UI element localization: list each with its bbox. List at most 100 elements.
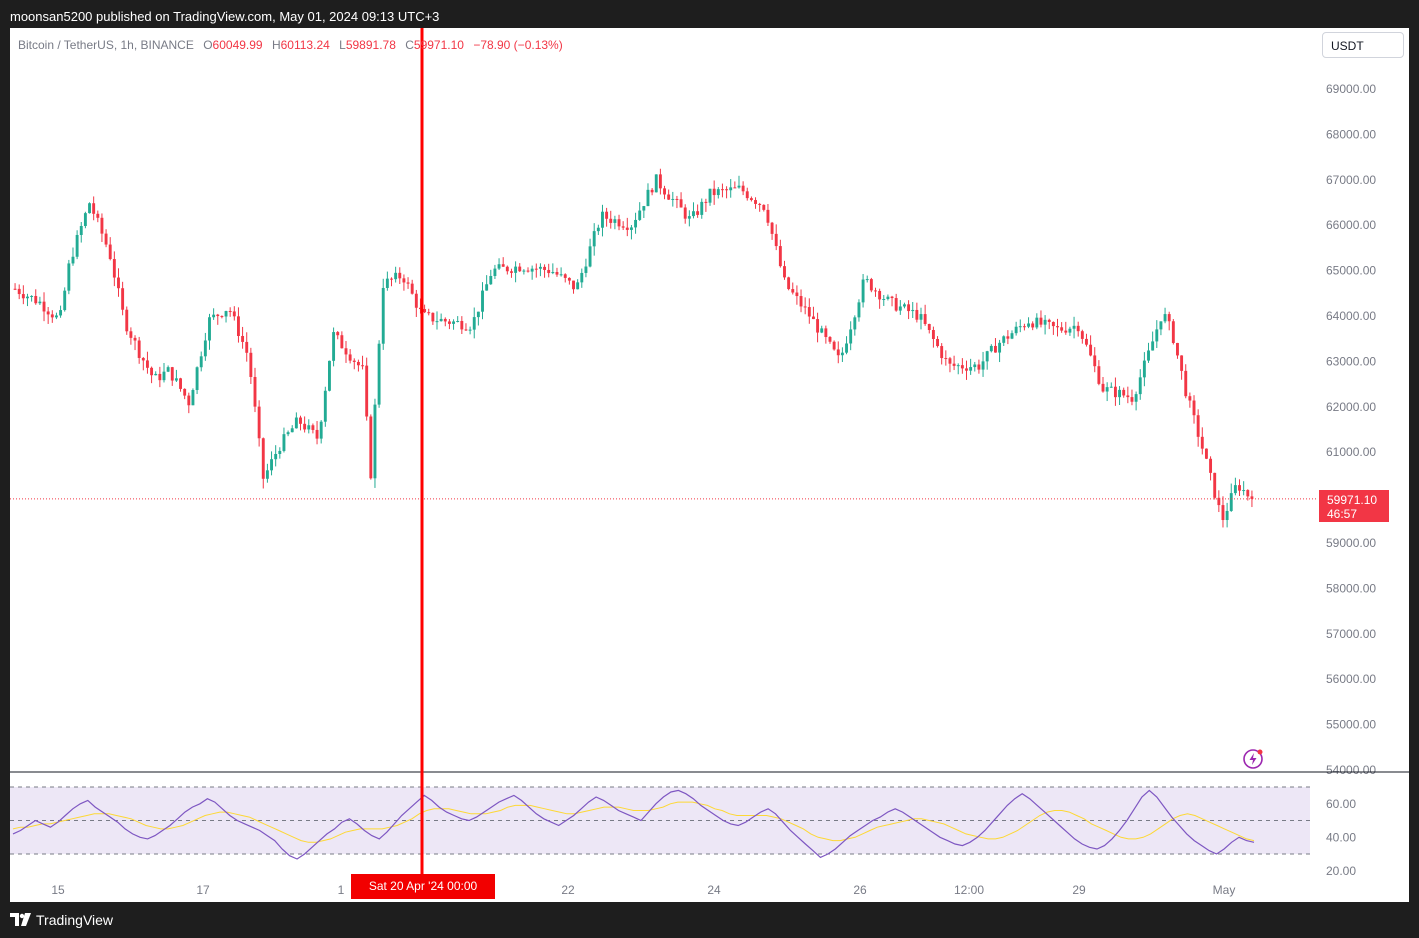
candle-body xyxy=(853,317,857,330)
candle-body xyxy=(1093,355,1097,367)
candle xyxy=(857,299,861,322)
candle-body xyxy=(75,234,79,257)
candle-body xyxy=(1159,321,1163,330)
candle-body xyxy=(443,318,447,322)
candle xyxy=(923,304,927,326)
candle-body xyxy=(977,364,981,370)
rsi-axis-tick: 40.00 xyxy=(1326,830,1356,844)
candle-body xyxy=(1184,370,1188,397)
candle-body xyxy=(994,345,997,353)
candle-body xyxy=(807,307,811,317)
candle xyxy=(203,332,207,361)
candle xyxy=(187,392,191,414)
candle-body xyxy=(493,268,497,276)
candle xyxy=(112,251,116,287)
candle xyxy=(191,388,195,406)
candle xyxy=(1010,330,1014,340)
candle xyxy=(625,217,629,237)
candle-body xyxy=(191,390,195,406)
candle xyxy=(423,304,427,314)
candle xyxy=(514,261,518,283)
candle xyxy=(518,263,522,273)
candle xyxy=(290,425,294,433)
candle xyxy=(749,196,753,202)
candle xyxy=(919,307,923,330)
candle xyxy=(820,325,824,334)
candle xyxy=(154,371,158,376)
candle-body xyxy=(973,364,977,368)
candle-body xyxy=(849,329,853,344)
candle-body xyxy=(1089,344,1093,356)
candle-body xyxy=(145,360,149,368)
candle xyxy=(551,263,555,275)
candle xyxy=(179,377,182,392)
candle-body xyxy=(1138,377,1142,395)
candle-body xyxy=(112,259,116,278)
candle xyxy=(754,197,757,209)
candle xyxy=(282,427,286,453)
candle-body xyxy=(596,227,600,232)
candle xyxy=(245,332,249,362)
candle xyxy=(332,327,336,367)
price-axis-tick: 57000.00 xyxy=(1326,627,1376,641)
candle-body xyxy=(1080,331,1084,339)
candle-body xyxy=(154,373,158,376)
candle xyxy=(530,265,534,280)
candle-body xyxy=(874,290,877,292)
candle-body xyxy=(551,272,555,274)
candle-body xyxy=(646,189,650,207)
candle xyxy=(882,294,886,306)
rsi-ma-line xyxy=(12,801,1255,843)
chart-area[interactable]: 69000.00 68000.00 67000.00 66000.00 65000.00… xyxy=(10,28,1409,902)
candle xyxy=(584,258,588,278)
candle xyxy=(567,277,571,285)
candle xyxy=(543,264,547,278)
time-axis-tick: 17 xyxy=(196,883,210,897)
candle-body xyxy=(1130,397,1134,402)
candle-body xyxy=(692,211,695,217)
candle xyxy=(1068,326,1072,336)
currency-button[interactable]: USDT xyxy=(1322,32,1404,58)
candle xyxy=(406,277,410,289)
candle xyxy=(1233,477,1237,496)
chart-canvas[interactable]: 69000.00 68000.00 67000.00 66000.00 65000.00… xyxy=(10,28,1409,902)
candle xyxy=(1250,490,1254,508)
candle xyxy=(650,188,654,196)
candle-body xyxy=(423,309,427,313)
candle-body xyxy=(621,226,625,228)
candle-body xyxy=(1233,485,1237,494)
candle xyxy=(71,247,75,266)
candle-body xyxy=(1113,386,1117,398)
candle-body xyxy=(38,301,42,304)
candle xyxy=(977,359,981,374)
candle-body xyxy=(121,288,125,310)
candle xyxy=(522,269,526,275)
candle xyxy=(224,310,228,323)
candle xyxy=(468,326,472,335)
candle xyxy=(489,269,493,285)
candle xyxy=(328,360,331,392)
candle xyxy=(323,386,327,427)
candle-body xyxy=(555,272,559,275)
candle-body xyxy=(754,200,757,204)
candle xyxy=(907,300,911,320)
candle xyxy=(1109,382,1113,388)
lightning-icon[interactable] xyxy=(1242,748,1264,770)
candle xyxy=(261,437,265,489)
candle-body xyxy=(332,332,336,361)
candle xyxy=(216,313,220,325)
candle xyxy=(369,414,373,480)
candle xyxy=(278,447,282,459)
candle xyxy=(485,275,489,291)
candle-body xyxy=(26,296,29,299)
candle xyxy=(398,267,402,284)
candle xyxy=(402,274,406,291)
candle xyxy=(344,340,348,363)
candle xyxy=(1188,392,1192,408)
candle xyxy=(274,445,278,467)
candle-body xyxy=(261,438,265,479)
close-value: 59971.10 xyxy=(413,38,464,52)
candle-body xyxy=(501,264,505,267)
candle-body xyxy=(1056,326,1059,328)
candle xyxy=(667,189,671,200)
